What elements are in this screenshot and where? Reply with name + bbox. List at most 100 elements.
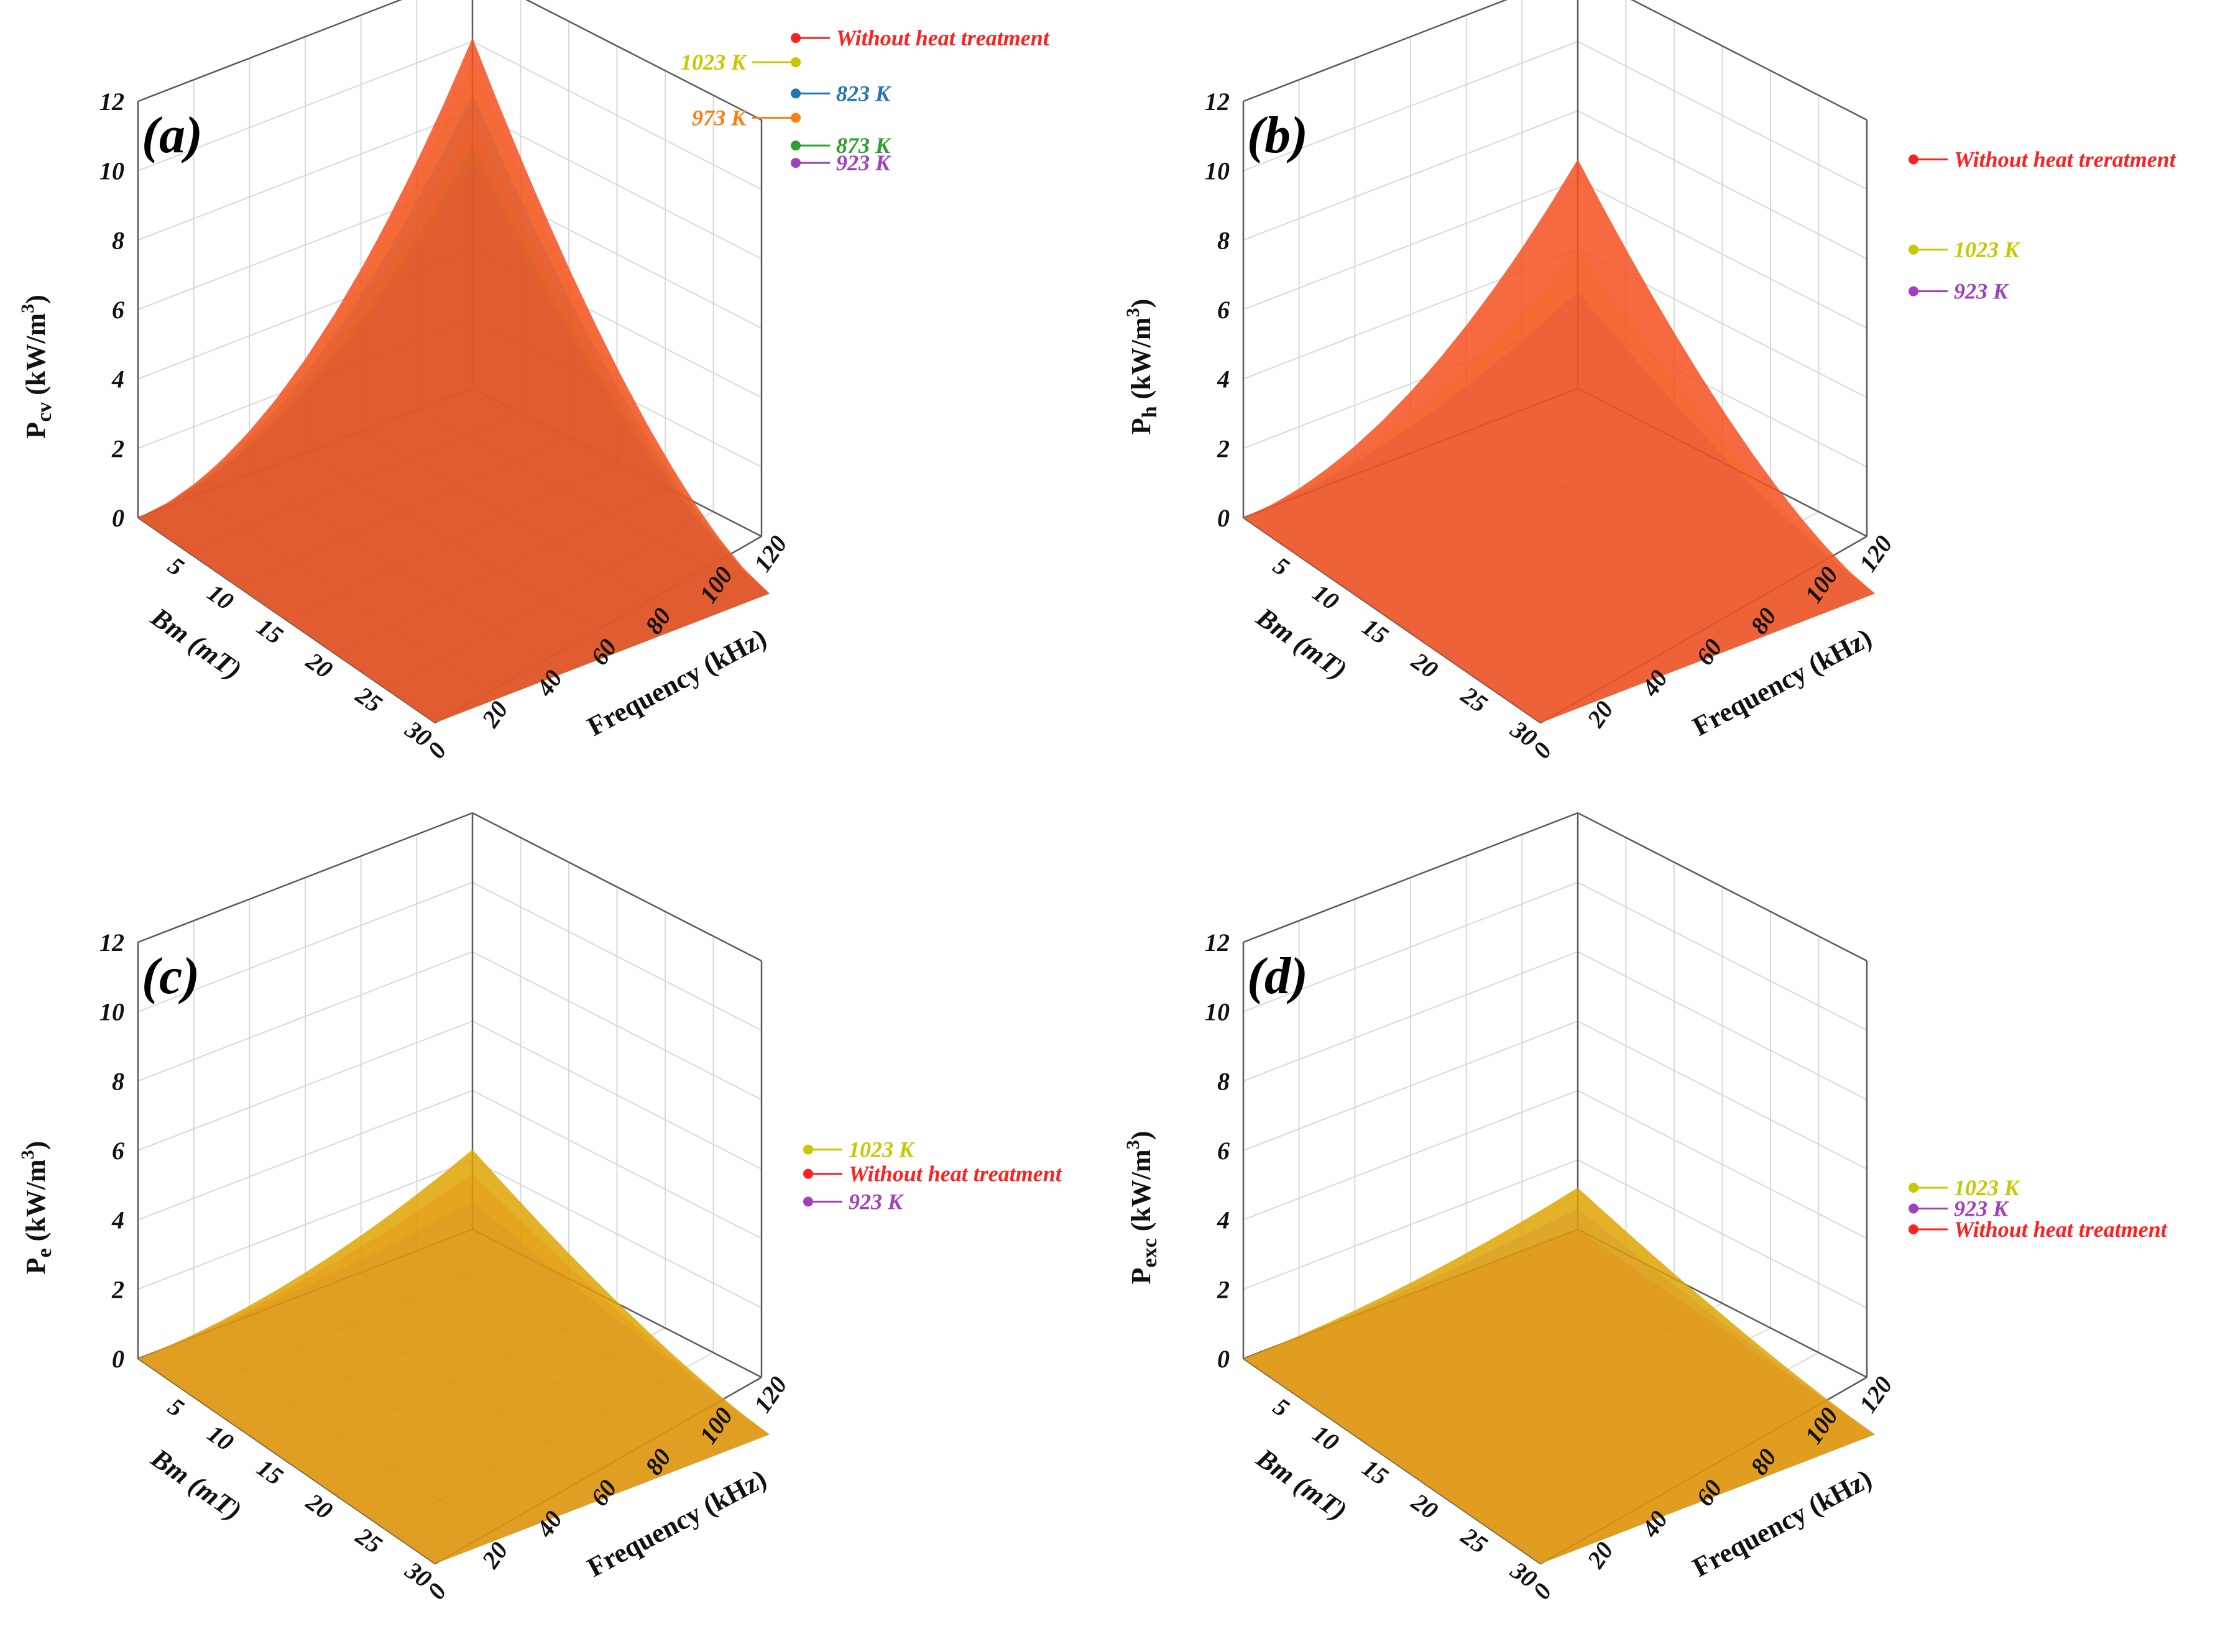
z-tick-label: 4 [1217,1206,1230,1234]
z-tick-label: 0 [112,504,124,532]
z-tick-label: 0 [112,1345,124,1373]
z-axis-title-sub: h [1138,406,1161,418]
annotation-label: Without heat treatment [849,1162,1062,1186]
z-tick-label: 8 [112,226,124,254]
frame-edge [137,0,403,103]
panel-label: (d) [1247,947,1308,1005]
panel-label: (a) [142,106,203,164]
z-tick-label: 2 [111,434,124,462]
panel-label: (b) [1247,106,1308,164]
surface-top-overlay [1243,159,1875,723]
z-tick-label: 6 [1217,296,1230,324]
z-tick-label: 10 [1205,998,1230,1026]
z-axis-title-sub: e [33,1248,56,1257]
z-axis-title: Pcv (kW/m3) [17,295,56,439]
z-axis-title: Pexc (kW/m3) [1123,1131,1161,1285]
frame-edge [1243,0,1508,103]
z-axis-ticks: 0 2 4 6 8 10 12 [99,88,124,532]
z-axis-title-close: ) [21,1141,51,1150]
z-axis-ticks: 0 2 4 6 8 10 12 [1205,88,1230,532]
z-tick-label: 2 [1217,434,1230,462]
z-tick-label: 2 [111,1275,124,1303]
z-axis-title-sup: 3 [17,1150,38,1159]
z-tick-label: 6 [112,296,124,324]
z-tick-label: 8 [1217,226,1230,254]
z-axis-title-unit: (kW/m [21,313,51,402]
frame-edge [137,812,473,943]
z-axis-title-main: P [21,1257,51,1274]
z-tick-label: 4 [111,365,124,393]
z-tick-label: 10 [1205,157,1230,185]
surface-top-overlay [1243,1188,1875,1564]
surface-top-fill [1243,159,1875,723]
annotation-label: 923 K [836,150,892,175]
z-axis-ticks: 0 2 4 6 8 10 12 [1205,929,1230,1373]
frame-edge [1243,812,1578,943]
surface-top-overlay [138,38,770,723]
z-axis-title-close: ) [1126,1131,1156,1140]
frame-edge [472,812,762,962]
z-tick-label: 0 [1217,504,1230,532]
annotation-label: 923 K [1954,1196,2010,1221]
annotation-label: 1023 K [1954,237,2021,262]
panel-label: (c) [142,947,200,1005]
annotation-label: Without heat treatment [836,25,1050,50]
z-axis-title: Pe (kW/m3) [17,1141,56,1275]
annotation-label: 923 K [849,1189,905,1214]
annotation-label: 923 K [1954,279,2010,304]
z-tick-label: 2 [1217,1275,1230,1303]
z-tick-label: 10 [99,998,124,1026]
annotation-label: 1023 K [681,50,748,75]
z-axis-title-main: P [1126,1267,1156,1284]
annotations: Without heat treatment 1023 K 823 K 973 K 87… [681,25,1050,175]
z-tick-label: 0 [1217,1345,1230,1373]
z-tick-label: 4 [1217,365,1230,393]
z-axis-title-unit: (kW/m [1126,317,1156,406]
z-axis-title-sub: cv [33,402,56,422]
z-tick-label: 6 [112,1137,124,1165]
z-tick-label: 12 [1205,929,1230,957]
z-tick-label: 8 [1217,1067,1230,1095]
z-axis-title-close: ) [1126,299,1156,308]
z-tick-label: 8 [112,1067,124,1095]
annotation-label: 973 K [692,106,748,131]
z-tick-label: 12 [99,88,124,116]
surface-top-fill [1243,1188,1875,1564]
z-axis-ticks: 0 2 4 6 8 10 12 [99,929,124,1373]
frame-edge [525,0,762,121]
annotation-label: 1023 K [1954,1175,2021,1200]
annotation-label: Without heat treratment [1954,147,2176,172]
frame-edge [1577,812,1867,962]
annotation-label: 1023 K [849,1137,916,1162]
z-tick-label: 12 [1205,88,1230,116]
annotation-label: 873 K [836,133,892,158]
frame-edge [1631,0,1867,121]
surfaces [1243,159,1875,723]
annotation-label: 823 K [836,81,892,106]
z-axis-title-sup: 3 [17,304,38,313]
z-axis-title-close: ) [21,295,51,304]
z-axis-title-sup: 3 [1123,308,1143,317]
surface-top-overlay [138,1149,770,1564]
z-axis-title-sub: exc [1138,1238,1161,1267]
surfaces [1243,1188,1875,1564]
surface-top-fill [138,1149,770,1564]
annotation-label: Without heat treatment [1954,1217,2168,1242]
z-tick-label: 4 [111,1206,124,1234]
z-axis-title-unit: (kW/m [1126,1149,1156,1238]
z-axis-title-unit: (kW/m [21,1159,51,1248]
z-axis-title-main: P [1126,418,1156,434]
surfaces [138,38,770,723]
z-tick-label: 12 [99,929,124,957]
surface-top-fill [138,38,770,723]
z-axis-title-main: P [21,422,51,439]
z-tick-label: 6 [1217,1137,1230,1165]
z-tick-label: 10 [99,157,124,185]
z-axis-title-sup: 3 [1123,1140,1143,1149]
